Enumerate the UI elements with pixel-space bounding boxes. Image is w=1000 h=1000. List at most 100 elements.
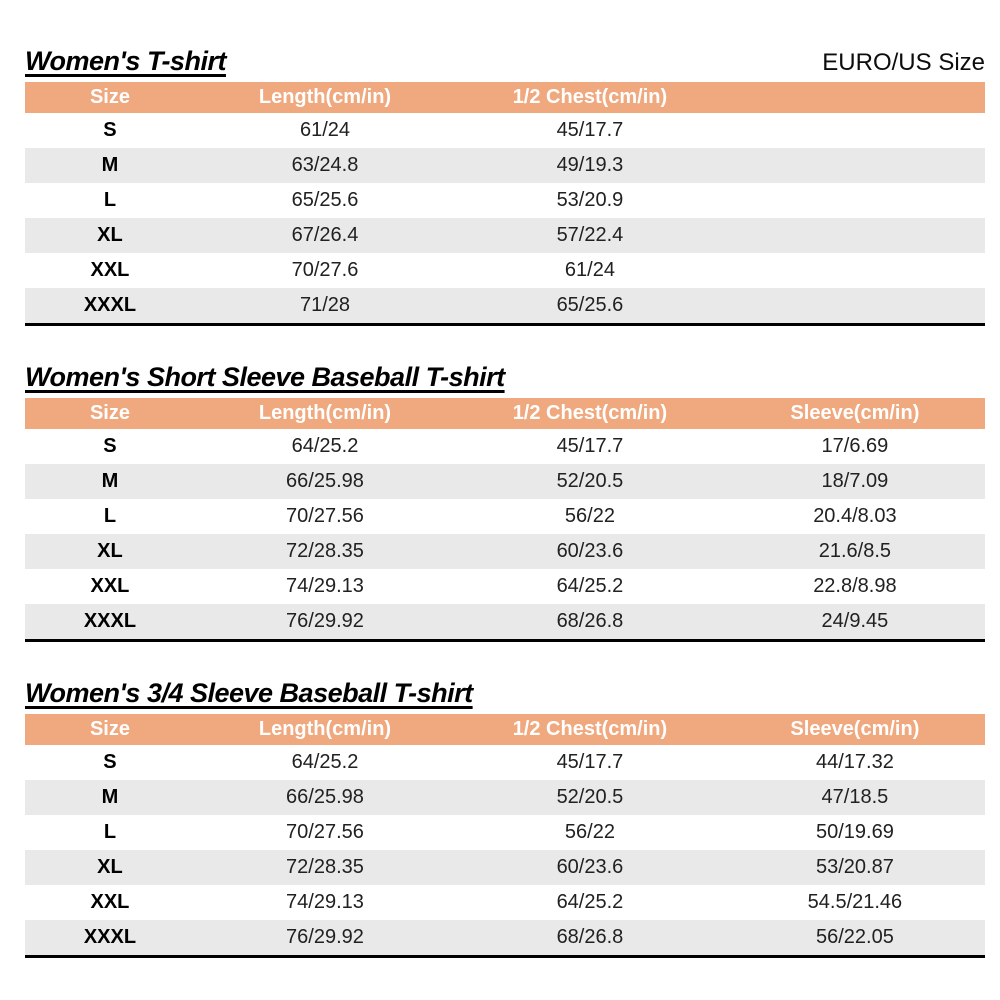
measurement-cell: 56/22 [564, 821, 615, 843]
spacer-cell [725, 183, 985, 218]
header-row: Size Length(cm/in) 1/2 Chest(cm/in) Sleeve(… [25, 398, 985, 429]
measurement-cell: 70/27.6 [291, 259, 359, 281]
measurement-cell: 45/17.7 [556, 119, 624, 141]
title-row: Women's 3/4 Sleeve Baseball T-shirt [25, 678, 985, 709]
column-header-spacer [724, 82, 985, 113]
measurement-cell: 71/28 [299, 294, 351, 316]
measurement-cell: 64/25.2 [556, 575, 624, 597]
measurement-cell: 17/6.69 [821, 435, 889, 457]
measurement-cell: 45/17.7 [556, 435, 624, 457]
size-table-short-sleeve-baseball: Size Length(cm/in) 1/2 Chest(cm/in) Sleeve(… [25, 398, 985, 642]
title-row: Women's Short Sleeve Baseball T-shirt [25, 362, 985, 393]
size-table-womens-tshirt: Size Length(cm/in) 1/2 Chest(cm/in) S 61/24… [25, 82, 985, 326]
measurement-cell: 57/22.4 [556, 224, 624, 246]
measurement-cell: 52/20.5 [556, 786, 624, 808]
size-table-three-quarter-sleeve-baseball: Size Length(cm/in) 1/2 Chest(cm/in) Sleeve(… [25, 714, 985, 958]
column-header: Length(cm/in) [194, 398, 456, 429]
table-row: XL 72/28.35 60/23.6 21.6/8.5 [25, 534, 985, 569]
spacer-cell [725, 218, 985, 253]
measurement-cell: 72/28.35 [286, 540, 364, 562]
measurement-cell: 24/9.45 [821, 610, 889, 632]
table-row: XXXL 71/28 65/25.6 [25, 288, 985, 325]
table-row: XXXL 76/29.92 68/26.8 56/22.05 [25, 920, 985, 957]
section-title: Women's 3/4 Sleeve Baseball T-shirt [25, 678, 473, 708]
table-row: M 66/25.98 52/20.5 18/7.09 [25, 464, 985, 499]
measurement-cell: 47/18.5 [821, 786, 889, 808]
size-cell: L [103, 821, 117, 843]
header-row: Size Length(cm/in) 1/2 Chest(cm/in) Sleeve(… [25, 714, 985, 745]
table-row: L 70/27.56 56/22 50/19.69 [25, 815, 985, 850]
measurement-cell: 56/22 [564, 505, 615, 527]
measurement-cell: 68/26.8 [556, 926, 624, 948]
measurement-cell: 21.6/8.5 [818, 540, 892, 562]
size-cell: XXXL [83, 610, 137, 632]
measurement-cell: 53/20.87 [815, 856, 894, 878]
size-cell: XXL [90, 891, 130, 913]
spacer-cell [725, 253, 985, 288]
spacer-cell [725, 148, 985, 183]
size-cell: M [101, 786, 119, 808]
measurement-cell: 68/26.8 [556, 610, 624, 632]
table-row: L 65/25.6 53/20.9 [25, 183, 985, 218]
table-row: S 64/25.2 45/17.7 44/17.32 [25, 745, 985, 780]
column-header: Size [25, 82, 195, 113]
column-header: Length(cm/in) [194, 714, 456, 745]
size-cell: M [101, 470, 119, 492]
table-row: L 70/27.56 56/22 20.4/8.03 [25, 499, 985, 534]
section-womens-tshirt: Women's T-shirt EURO/US Size Size Length(… [25, 46, 985, 326]
measurement-cell: 52/20.5 [556, 470, 624, 492]
measurement-cell: 63/24.8 [291, 154, 359, 176]
measurement-cell: 54.5/21.46 [807, 891, 903, 913]
measurement-cell: 70/27.56 [286, 821, 364, 843]
size-cell: S [103, 119, 117, 141]
measurement-cell: 74/29.13 [286, 891, 364, 913]
size-cell: XXXL [83, 294, 137, 316]
measurement-cell: 64/25.2 [291, 435, 359, 457]
measurement-cell: 60/23.6 [556, 856, 624, 878]
spacer-cell [725, 113, 985, 148]
spacer-cell [725, 288, 985, 325]
measurement-cell: 70/27.56 [286, 505, 364, 527]
column-header: 1/2 Chest(cm/in) [455, 714, 725, 745]
header-row: Size Length(cm/in) 1/2 Chest(cm/in) [25, 82, 985, 113]
measurement-cell: 64/25.2 [291, 751, 359, 773]
size-standard-label: EURO/US Size [822, 49, 985, 76]
table-row: S 64/25.2 45/17.7 17/6.69 [25, 429, 985, 464]
table-row: M 66/25.98 52/20.5 47/18.5 [25, 780, 985, 815]
column-header: Length(cm/in) [194, 82, 456, 113]
measurement-cell: 76/29.92 [286, 926, 364, 948]
measurement-cell: 65/25.6 [291, 189, 359, 211]
section-title: Women's T-shirt [25, 46, 226, 76]
size-cell: S [103, 435, 117, 457]
measurement-cell: 49/19.3 [556, 154, 624, 176]
measurement-cell: 74/29.13 [286, 575, 364, 597]
measurement-cell: 56/22.05 [815, 926, 894, 948]
measurement-cell: 53/20.9 [556, 189, 624, 211]
size-cell: L [103, 189, 117, 211]
size-cell: XXL [90, 575, 130, 597]
size-cell: XL [97, 224, 123, 246]
measurement-cell: 61/24 [564, 259, 615, 281]
column-header: 1/2 Chest(cm/in) [455, 82, 725, 113]
measurement-cell: 65/25.6 [556, 294, 624, 316]
measurement-cell: 66/25.98 [286, 470, 364, 492]
size-cell: XXL [90, 259, 130, 281]
measurement-cell: 66/25.98 [286, 786, 364, 808]
column-header: Size [25, 714, 195, 745]
column-header: Size [25, 398, 195, 429]
measurement-cell: 45/17.7 [556, 751, 624, 773]
measurement-cell: 72/28.35 [286, 856, 364, 878]
measurement-cell: 50/19.69 [815, 821, 894, 843]
size-chart-sheet: Women's T-shirt EURO/US Size Size Length(… [25, 46, 985, 958]
measurement-cell: 20.4/8.03 [813, 505, 897, 527]
size-cell: XXXL [83, 926, 137, 948]
measurement-cell: 44/17.32 [815, 751, 894, 773]
section-womens-three-quarter-sleeve-baseball-tshirt: Women's 3/4 Sleeve Baseball T-shirt Size… [25, 678, 985, 958]
column-header: Sleeve(cm/in) [724, 714, 985, 745]
table-row: XL 72/28.35 60/23.6 53/20.87 [25, 850, 985, 885]
section-womens-short-sleeve-baseball-tshirt: Women's Short Sleeve Baseball T-shirt Si… [25, 362, 985, 642]
table-row: XXL 70/27.6 61/24 [25, 253, 985, 288]
table-row: XL 67/26.4 57/22.4 [25, 218, 985, 253]
measurement-cell: 61/24 [299, 119, 351, 141]
measurement-cell: 76/29.92 [286, 610, 364, 632]
